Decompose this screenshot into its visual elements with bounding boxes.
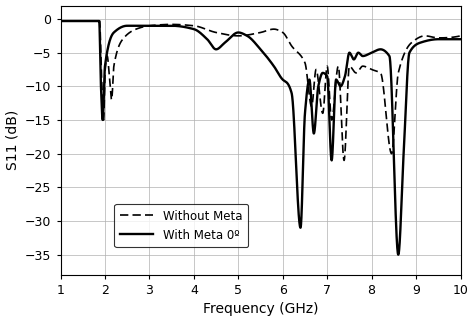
- Line: With Meta 0º: With Meta 0º: [61, 21, 461, 255]
- With Meta 0º: [450, 37, 456, 41]
- Line: Without Meta: Without Meta: [61, 21, 461, 160]
- Without Meta: [341, 158, 347, 162]
- With Meta 0º: [407, 50, 412, 54]
- Without Meta: [211, 30, 217, 34]
- Y-axis label: S11 (dB): S11 (dB): [6, 110, 19, 170]
- With Meta 0º: [395, 253, 401, 257]
- Without Meta: [458, 34, 464, 38]
- With Meta 0º: [103, 56, 109, 60]
- With Meta 0º: [458, 37, 464, 41]
- Without Meta: [58, 19, 64, 23]
- With Meta 0º: [58, 19, 64, 23]
- X-axis label: Frequency (GHz): Frequency (GHz): [203, 302, 318, 317]
- With Meta 0º: [211, 46, 217, 50]
- Without Meta: [450, 35, 456, 39]
- Without Meta: [228, 33, 234, 37]
- Without Meta: [127, 31, 133, 34]
- Without Meta: [103, 58, 109, 62]
- With Meta 0º: [228, 35, 234, 39]
- Legend: Without Meta, With Meta 0º: Without Meta, With Meta 0º: [114, 204, 248, 247]
- Without Meta: [407, 43, 412, 46]
- With Meta 0º: [127, 24, 133, 28]
